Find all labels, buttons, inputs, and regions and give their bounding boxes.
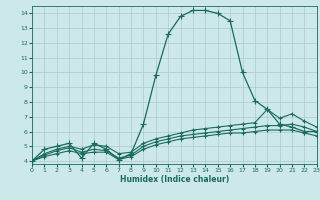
X-axis label: Humidex (Indice chaleur): Humidex (Indice chaleur)	[120, 175, 229, 184]
